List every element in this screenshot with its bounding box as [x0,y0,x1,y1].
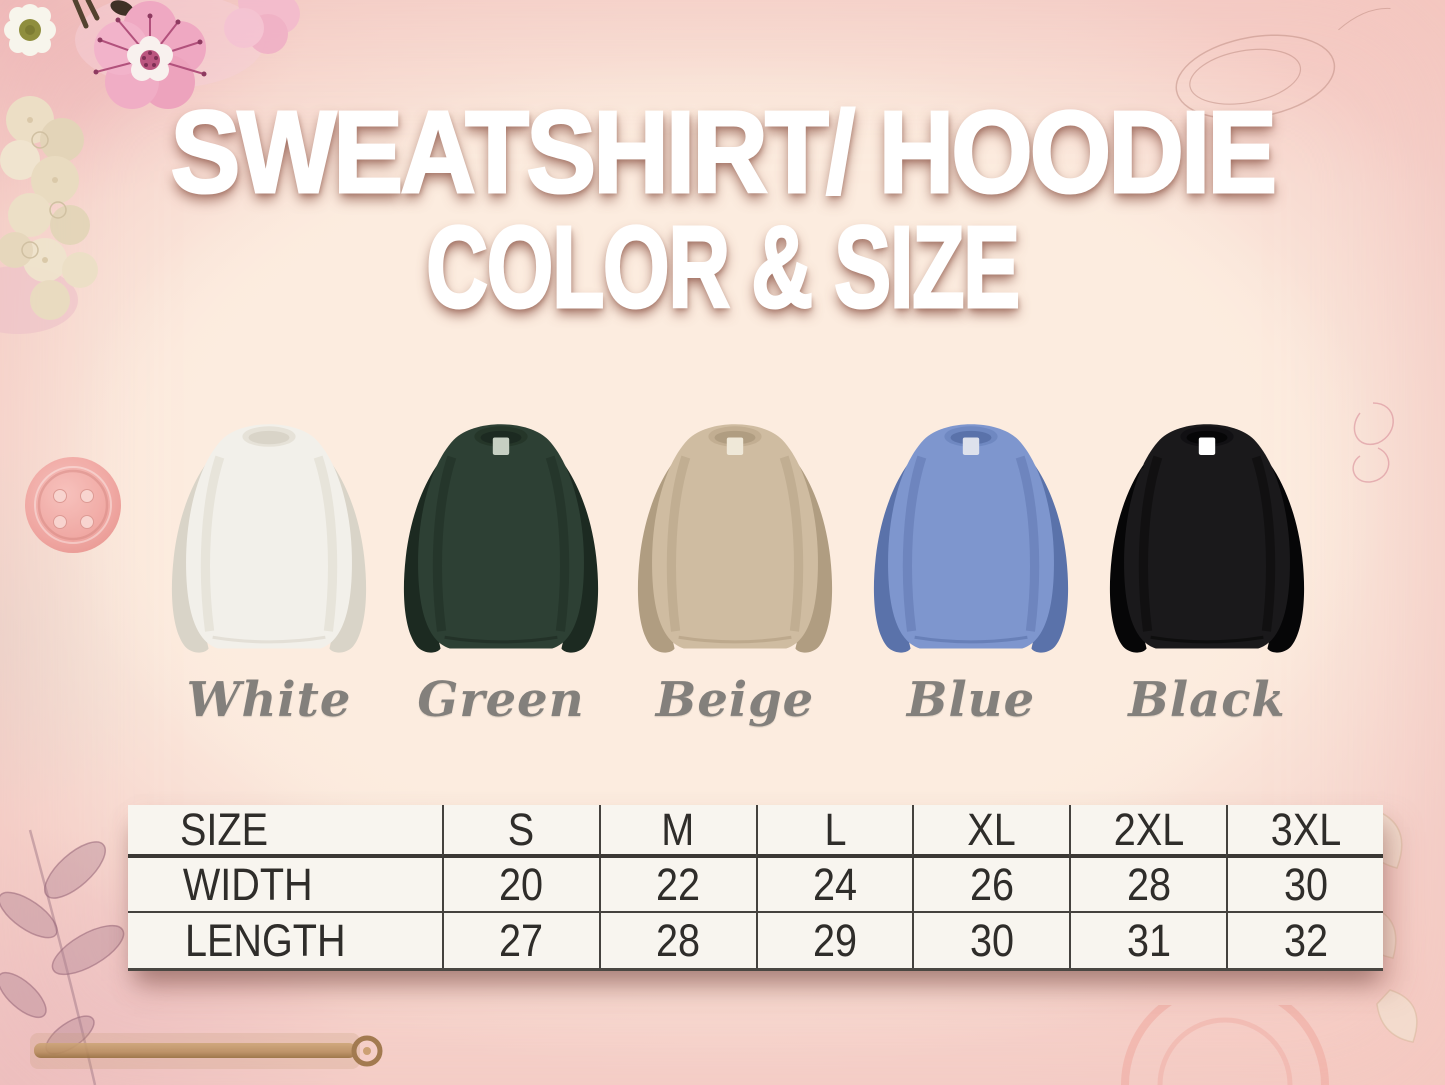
body-shading-left [432,455,457,632]
cell-text: 28 [656,914,701,966]
daisy-icon [4,4,56,56]
sweatshirt-image [403,424,599,653]
garment-body [888,424,1054,649]
cell-text: LENGTH [184,914,346,966]
garment-body [1124,424,1290,649]
cell-text: 29 [813,914,858,966]
size-header-cell: SIZE [128,803,442,858]
twig-icon [72,0,100,29]
body-shading-left [666,455,691,632]
size-value-cell: 30 [912,913,1069,968]
neck-tag-icon [492,437,510,455]
cell-text: 30 [1283,858,1328,910]
size-value-cell: 28 [1069,858,1227,913]
cell-text: 28 [1126,858,1171,910]
cell-text: XL [967,803,1017,855]
cell-text: 27 [499,914,544,966]
garment-body [418,424,584,649]
cell-text: WIDTH [182,858,313,910]
title-line-1: SWEATSHIRT/ HOODIE [169,87,1278,217]
collar-opening [248,430,290,445]
body-shading-left [1138,455,1163,632]
hem-rib [678,635,792,644]
color-name-label: Blue [906,672,1036,728]
color-name-label: White [186,672,352,728]
size-column-header-m: M [598,803,756,858]
cell-text: 26 [969,858,1014,910]
sweatshirt-image [873,424,1069,653]
size-value-cell: 26 [912,858,1070,913]
size-value-cell: 24 [755,858,913,913]
size-column-header-s: S [442,803,599,858]
size-value-cell: 20 [442,858,599,913]
cell-text: M [661,803,695,855]
size-value-cell: 29 [755,913,913,968]
color-option-green: Green [388,414,614,728]
color-option-beige: Beige [622,414,848,728]
cell-text: 20 [499,858,544,910]
body-shading-right [779,455,804,632]
rolled-mat-decoration [30,1033,383,1069]
size-value-cell: 28 [598,913,756,968]
blossom-partial-icon [224,0,300,54]
color-option-blue: Blue [858,414,1084,728]
size-column-header-xl: XL [912,803,1070,858]
size-column-header-l: L [755,803,913,858]
hem-rib [444,635,558,644]
size-column-header-2xl: 2XL [1069,803,1227,858]
body-shading-right [313,455,338,632]
cell-text: 30 [969,914,1014,966]
sweatshirt-image [1109,424,1305,653]
cell-text: 24 [813,858,858,910]
color-name-label: Green [417,672,585,728]
garment-body [652,424,818,649]
body-shading-left [902,455,927,632]
button-decoration [25,457,121,553]
color-name-label: Black [1128,672,1286,728]
size-value-cell: 31 [1069,913,1226,968]
hem-rib [914,635,1028,644]
size-value-cell: 32 [1226,913,1383,968]
petal-doodle-decoration [1352,402,1394,483]
cell-text: 22 [656,858,701,910]
cell-text: 32 [1283,914,1328,966]
body-shading-right [1251,455,1276,632]
cell-text: 2XL [1113,803,1184,855]
body-shading-left [200,455,225,632]
size-value-cell: 27 [442,913,599,968]
neck-tag-icon [1198,437,1216,455]
sweatshirt-image [637,424,833,653]
sweatshirt-image [171,424,367,653]
size-value-cell: 30 [1226,858,1383,913]
pink-arcs-decoration [1121,1005,1329,1085]
hem-rib [1150,635,1264,644]
cell-text: 3XL [1270,803,1341,855]
size-column-header-3xl: 3XL [1226,803,1383,858]
color-option-black: Black [1094,414,1320,728]
cell-text: S [508,803,535,855]
neck-tag-icon [962,437,980,455]
body-shading-right [1015,455,1040,632]
cell-text: 31 [1126,914,1171,966]
color-name-label: Beige [655,672,815,728]
cell-text: SIZE [180,803,269,855]
body-shading-right [545,455,570,632]
garment-body [186,424,352,649]
hem-rib [212,635,326,644]
title-line-2: COLOR & SIZE [425,201,1021,332]
size-chart-table: SIZE S M L XL 2XL 3XL WIDTH 20 22 24 26 28 30 LENGTH 27… [128,803,1383,971]
row-label-width: WIDTH [128,858,442,913]
color-option-white: White [156,414,382,728]
neck-tag-icon [726,437,744,455]
row-label-length: LENGTH [128,913,442,968]
page-title: SWEATSHIRT/ HOODIE COLOR & SIZE [0,87,1445,332]
cell-text: L [824,803,847,855]
size-value-cell: 22 [598,858,756,913]
